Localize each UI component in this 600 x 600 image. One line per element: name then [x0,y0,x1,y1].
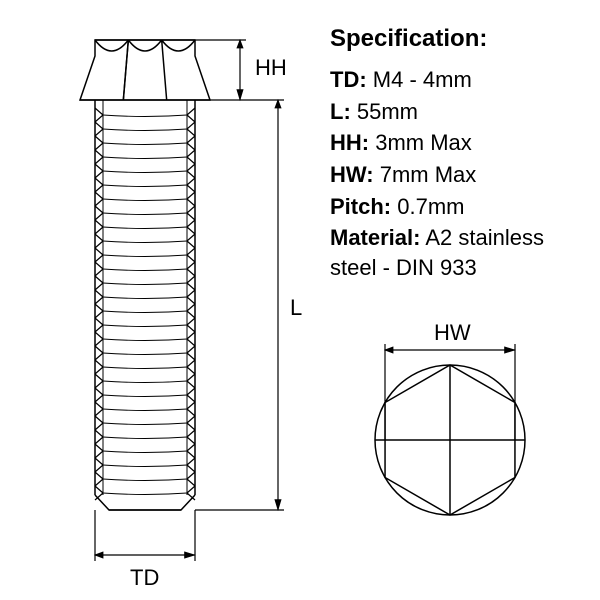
specification-value: 0.7mm [391,194,464,219]
specification-block: Specification: TD: M4 - 4mmL: 55mmHH: 3m… [330,25,590,285]
specification-key: HW: [330,162,374,187]
specification-row: TD: M4 - 4mm [330,65,590,95]
specification-row: Material: A2 stainless steel - DIN 933 [330,223,590,282]
specification-rows: TD: M4 - 4mmL: 55mmHH: 3mm MaxHW: 7mm Ma… [330,65,590,283]
diagram-canvas: HH L TD HW Specification: TD: M4 - 4mmL:… [0,0,600,600]
specification-key: Material: [330,225,420,250]
specification-title: Specification: [330,25,590,53]
specification-key: HH: [330,130,369,155]
dimension-label-hw: HW [434,320,471,346]
specification-value: 55mm [351,99,418,124]
specification-key: L: [330,99,351,124]
dimension-label-hh: HH [255,55,287,81]
specification-row: HW: 7mm Max [330,160,590,190]
bolt-threads [95,108,195,500]
bolt-top-view [375,365,525,515]
specification-row: Pitch: 0.7mm [330,192,590,222]
dimension-label-l: L [290,295,302,321]
specification-value: 3mm Max [369,130,472,155]
specification-key: TD: [330,67,367,92]
specification-row: HH: 3mm Max [330,128,590,158]
specification-key: Pitch: [330,194,391,219]
specification-row: L: 55mm [330,97,590,127]
specification-value: 7mm Max [374,162,477,187]
dimension-label-td: TD [130,565,159,591]
specification-value: M4 - 4mm [367,67,472,92]
